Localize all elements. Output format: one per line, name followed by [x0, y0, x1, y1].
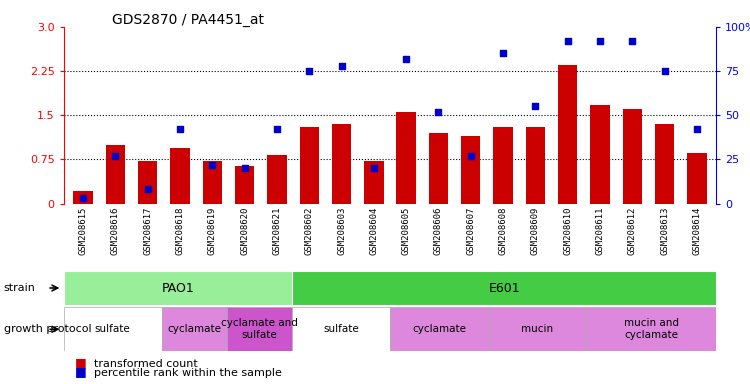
Bar	[235, 166, 254, 204]
Point	[271, 126, 283, 132]
Text: E601: E601	[488, 281, 520, 295]
Text: GSM208603: GSM208603	[337, 207, 346, 255]
Text: ■: ■	[75, 365, 87, 378]
Point	[174, 126, 186, 132]
Text: GSM208614: GSM208614	[692, 207, 701, 255]
Text: mucin: mucin	[520, 324, 553, 334]
Point	[110, 153, 122, 159]
Point	[626, 38, 638, 44]
Text: GSM208610: GSM208610	[563, 207, 572, 255]
Bar	[558, 65, 578, 204]
Point	[465, 153, 477, 159]
Text: GSM208608: GSM208608	[499, 207, 508, 255]
Bar	[397, 112, 416, 204]
Bar	[64, 307, 162, 351]
Bar	[106, 145, 125, 204]
Bar	[364, 161, 383, 204]
Bar	[292, 271, 716, 305]
Point	[238, 165, 250, 171]
Point	[335, 63, 347, 69]
Text: GSM208604: GSM208604	[369, 207, 378, 255]
Text: GDS2870 / PA4451_at: GDS2870 / PA4451_at	[112, 13, 265, 27]
Text: GSM208621: GSM208621	[272, 207, 281, 255]
Bar	[170, 147, 190, 204]
Text: GSM208617: GSM208617	[143, 207, 152, 255]
Point	[433, 109, 445, 115]
Point	[658, 68, 670, 74]
Bar	[267, 155, 286, 204]
Text: GSM208605: GSM208605	[402, 207, 411, 255]
Point	[368, 165, 380, 171]
Bar	[332, 124, 351, 204]
Point	[691, 126, 703, 132]
Bar	[74, 190, 93, 204]
Text: GSM208602: GSM208602	[304, 207, 313, 255]
Text: GSM208613: GSM208613	[660, 207, 669, 255]
Text: GSM208616: GSM208616	[111, 207, 120, 255]
Text: PAO1: PAO1	[161, 281, 194, 295]
Text: cyclamate and
sulfate: cyclamate and sulfate	[221, 318, 298, 340]
Text: mucin and
cyclamate: mucin and cyclamate	[623, 318, 679, 340]
Text: GSM208611: GSM208611	[596, 207, 604, 255]
Text: sulfate: sulfate	[94, 324, 130, 334]
Bar	[138, 161, 158, 204]
Point	[562, 38, 574, 44]
Point	[594, 38, 606, 44]
Bar	[590, 104, 610, 204]
Bar	[64, 271, 292, 305]
Bar	[655, 124, 674, 204]
Text: sulfate: sulfate	[323, 324, 359, 334]
Text: GSM208615: GSM208615	[79, 207, 88, 255]
Bar	[526, 127, 545, 204]
Point	[530, 103, 542, 109]
Text: GSM208612: GSM208612	[628, 207, 637, 255]
Point	[303, 68, 315, 74]
Text: growth protocol: growth protocol	[4, 324, 92, 334]
Bar	[687, 154, 706, 204]
Text: GSM208609: GSM208609	[531, 207, 540, 255]
Bar	[494, 127, 513, 204]
Text: GSM208607: GSM208607	[466, 207, 476, 255]
Bar	[586, 307, 716, 351]
Text: percentile rank within the sample: percentile rank within the sample	[94, 368, 282, 378]
Text: GSM208606: GSM208606	[434, 207, 443, 255]
Bar	[429, 133, 448, 204]
Text: GSM208620: GSM208620	[240, 207, 249, 255]
Text: ■: ■	[75, 356, 87, 369]
Bar	[299, 127, 319, 204]
Point	[400, 56, 412, 62]
Point	[497, 50, 509, 56]
Text: strain: strain	[4, 283, 36, 293]
Text: cyclamate: cyclamate	[412, 324, 466, 334]
Text: GSM208619: GSM208619	[208, 207, 217, 255]
Text: cyclamate: cyclamate	[167, 324, 221, 334]
Bar	[226, 307, 292, 351]
Bar	[488, 307, 586, 351]
Point	[77, 195, 89, 201]
Point	[142, 186, 154, 192]
Bar	[622, 109, 642, 204]
Bar	[162, 307, 226, 351]
Point	[206, 162, 218, 168]
Bar	[390, 307, 488, 351]
Text: transformed count: transformed count	[94, 359, 197, 369]
Bar	[292, 307, 390, 351]
Text: GSM208618: GSM208618	[176, 207, 184, 255]
Bar	[461, 136, 481, 204]
Bar	[202, 161, 222, 204]
